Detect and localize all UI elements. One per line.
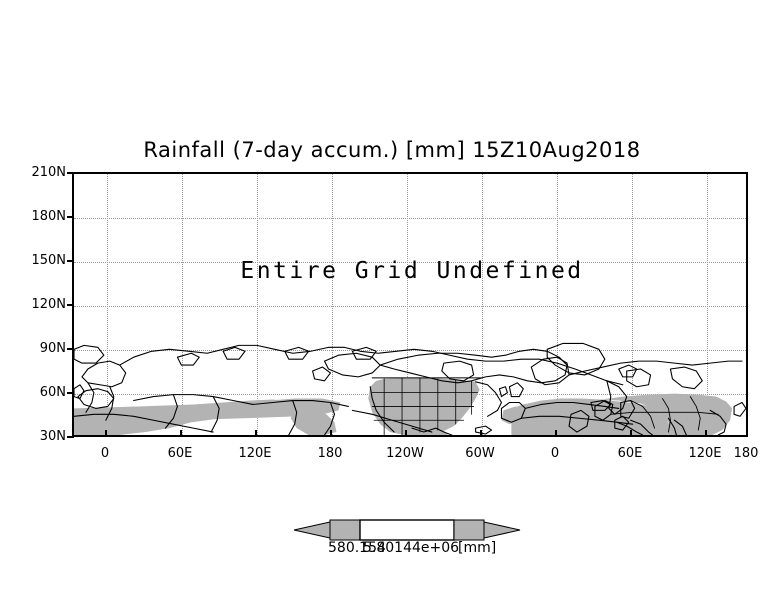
x-tick-mark: [630, 430, 632, 437]
colorbar-segment-low: [329, 519, 361, 541]
y-tick-label: 180N: [31, 209, 66, 224]
y-tick-mark: [67, 172, 74, 174]
map-plot-area: Entire Grid Undefined: [72, 172, 748, 437]
colorbar-segment-high: [453, 519, 485, 541]
colorbar: 580.154 5.80144e+06 [mm]: [292, 512, 522, 572]
y-tick-mark: [67, 436, 74, 438]
x-tick-label: 120E: [238, 446, 272, 461]
x-axis: 0 60E 120E 180 120W 60W 0 60E 120E 180: [72, 430, 758, 467]
x-tick-mark: [405, 430, 407, 437]
x-tick-label: 60E: [617, 446, 643, 461]
x-tick-mark: [480, 430, 482, 437]
x-tick-label: 180: [733, 446, 759, 461]
y-tick-mark: [67, 216, 74, 218]
coastline-outline: [74, 344, 703, 435]
entire-grid-undefined-message: Entire Grid Undefined: [240, 258, 584, 284]
y-axis: 210N 180N 150N 120N 90N 60N 30N: [14, 165, 74, 444]
x-tick-mark: [105, 430, 107, 437]
colorbar-arrow-left: [293, 521, 331, 539]
colorbar-max-label: 5.80144e+06: [363, 540, 460, 556]
y-tick-mark: [67, 260, 74, 262]
colorbar-arrow-right: [483, 521, 521, 539]
x-tick-mark: [180, 430, 182, 437]
x-tick-label: 0: [100, 446, 110, 461]
y-tick-mark: [67, 304, 74, 306]
colorbar-min-label: 580.154: [328, 540, 386, 556]
coastline-outline: [312, 342, 746, 435]
x-tick-mark: [705, 430, 707, 437]
y-tick-label: 90N: [39, 341, 66, 356]
y-tick-label: 120N: [31, 297, 66, 312]
y-tick-label: 210N: [31, 165, 66, 180]
x-tick-mark: [255, 430, 257, 437]
x-tick-label: 60E: [167, 446, 193, 461]
x-tick-label: 0: [550, 446, 560, 461]
y-tick-mark: [67, 348, 74, 350]
y-tick-label: 30N: [39, 429, 66, 444]
world-map-graphic: [74, 342, 746, 435]
x-tick-label: 180: [317, 446, 343, 461]
colorbar-segment-mid: [359, 519, 455, 541]
y-tick-label: 60N: [39, 385, 66, 400]
y-tick-label: 150N: [31, 253, 66, 268]
x-tick-mark: [555, 430, 557, 437]
x-tick-mark: [746, 430, 748, 437]
x-tick-mark: [330, 430, 332, 437]
x-tick-label: 120E: [688, 446, 722, 461]
page-title: Rainfall (7-day accum.) [mm] 15Z10Aug201…: [143, 138, 641, 162]
colorbar-unit-label: [mm]: [458, 540, 497, 556]
y-tick-mark: [67, 392, 74, 394]
colorbar-graphic: [293, 519, 521, 541]
x-tick-label: 120W: [386, 446, 424, 461]
x-tick-label: 60W: [465, 446, 495, 461]
